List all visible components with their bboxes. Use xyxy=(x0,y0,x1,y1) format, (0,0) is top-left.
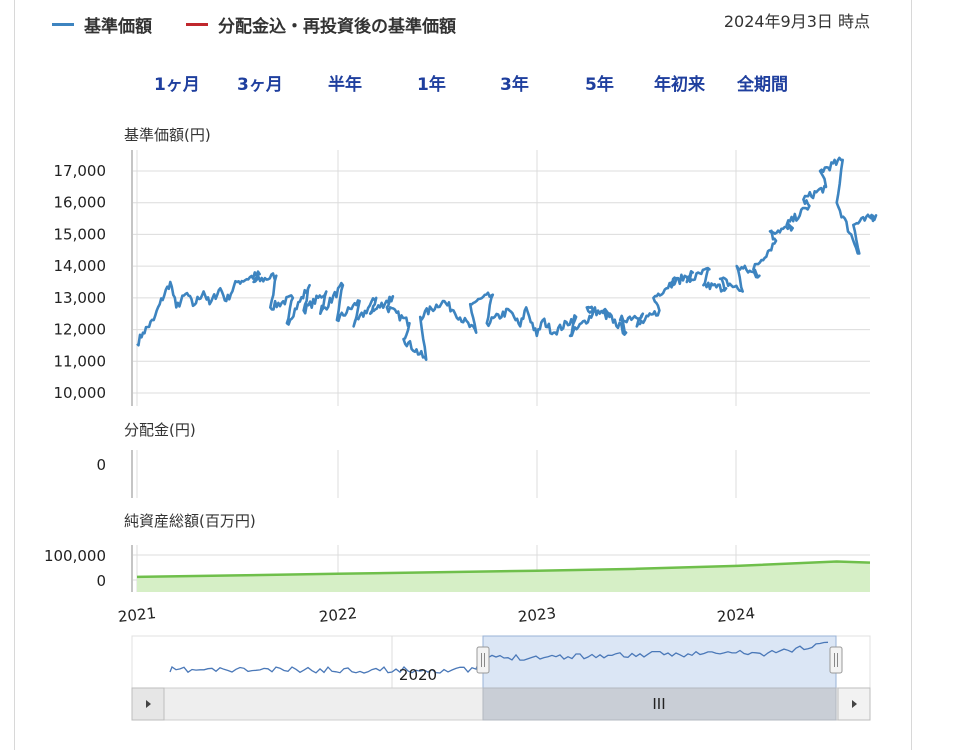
net-assets-axis-title: 純資産総額(百万円) xyxy=(124,512,256,530)
price-ytick-label: 15,000 xyxy=(54,225,107,243)
distribution-ytick-label: 0 xyxy=(96,456,106,474)
navigator-right-handle[interactable] xyxy=(829,646,843,674)
range-button-all[interactable]: 全期間 xyxy=(737,75,788,95)
x-axis-label: 2021 xyxy=(117,604,157,626)
price-axis-title: 基準価額(円) xyxy=(124,126,211,144)
net-assets-series-line xyxy=(136,560,871,579)
price-series-line xyxy=(136,156,878,361)
range-button-ytd[interactable]: 年初来 xyxy=(654,75,705,95)
price-plot-area xyxy=(132,150,870,406)
price-ytick-label: 13,000 xyxy=(54,289,107,307)
legend-swatch-nav xyxy=(52,23,74,26)
net-assets-area-fill xyxy=(137,561,870,592)
distribution-plot-area xyxy=(132,450,870,498)
range-button-1y[interactable]: 1年 xyxy=(417,75,446,95)
net-assets-ytick-label: 0 xyxy=(96,572,106,590)
price-ytick-label: 12,000 xyxy=(54,321,107,339)
scrollbar-thumb[interactable] xyxy=(482,687,837,721)
price-ytick-label: 16,000 xyxy=(54,194,107,212)
range-button-3y[interactable]: 3年 xyxy=(500,75,529,95)
range-button-5y[interactable]: 5年 xyxy=(585,75,614,95)
price-ytick-label: 17,000 xyxy=(54,162,107,180)
navigator-series-line xyxy=(169,641,829,674)
price-ytick-label: 11,000 xyxy=(54,352,107,370)
price-ytick-label: 14,000 xyxy=(54,257,107,275)
range-button-6m[interactable]: 半年 xyxy=(328,75,362,95)
navigator-selected-range[interactable] xyxy=(482,635,837,689)
x-axis-label: 2022 xyxy=(318,604,358,626)
range-button-3m[interactable]: 3ヶ月 xyxy=(237,75,283,95)
net-assets-ytick-label: 100,000 xyxy=(44,547,106,565)
distribution-axis-title: 分配金(円) xyxy=(124,421,196,439)
legend: 基準価額 分配金込・再投資後の基準価額 xyxy=(52,12,490,37)
legend-item-nav[interactable]: 基準価額 xyxy=(52,12,152,37)
arrow-left-icon xyxy=(146,700,151,708)
x-axis-label: 2024 xyxy=(716,604,756,626)
price-ytick-label: 10,000 xyxy=(54,384,107,402)
scrollbar-grip-icon: III xyxy=(652,695,665,713)
legend-item-reinvest[interactable]: 分配金込・再投資後の基準価額 xyxy=(186,12,456,37)
range-selector: 1ヶ月 3ヶ月 半年 1年 3年 5年 年初来 全期間 xyxy=(0,70,956,95)
legend-label-reinvest: 分配金込・再投資後の基準価額 xyxy=(218,17,456,37)
navigator-left-handle[interactable] xyxy=(476,646,490,674)
legend-swatch-reinvest xyxy=(186,23,208,26)
as-of-date: 2024年9月3日 時点 xyxy=(723,12,870,31)
navigator-year-label: 2020 xyxy=(399,666,437,684)
arrow-right-icon xyxy=(852,700,857,708)
x-axis-label: 2023 xyxy=(517,604,557,626)
chart-frame xyxy=(14,0,912,750)
legend-label-nav: 基準価額 xyxy=(84,17,152,37)
range-button-1m[interactable]: 1ヶ月 xyxy=(154,75,200,95)
